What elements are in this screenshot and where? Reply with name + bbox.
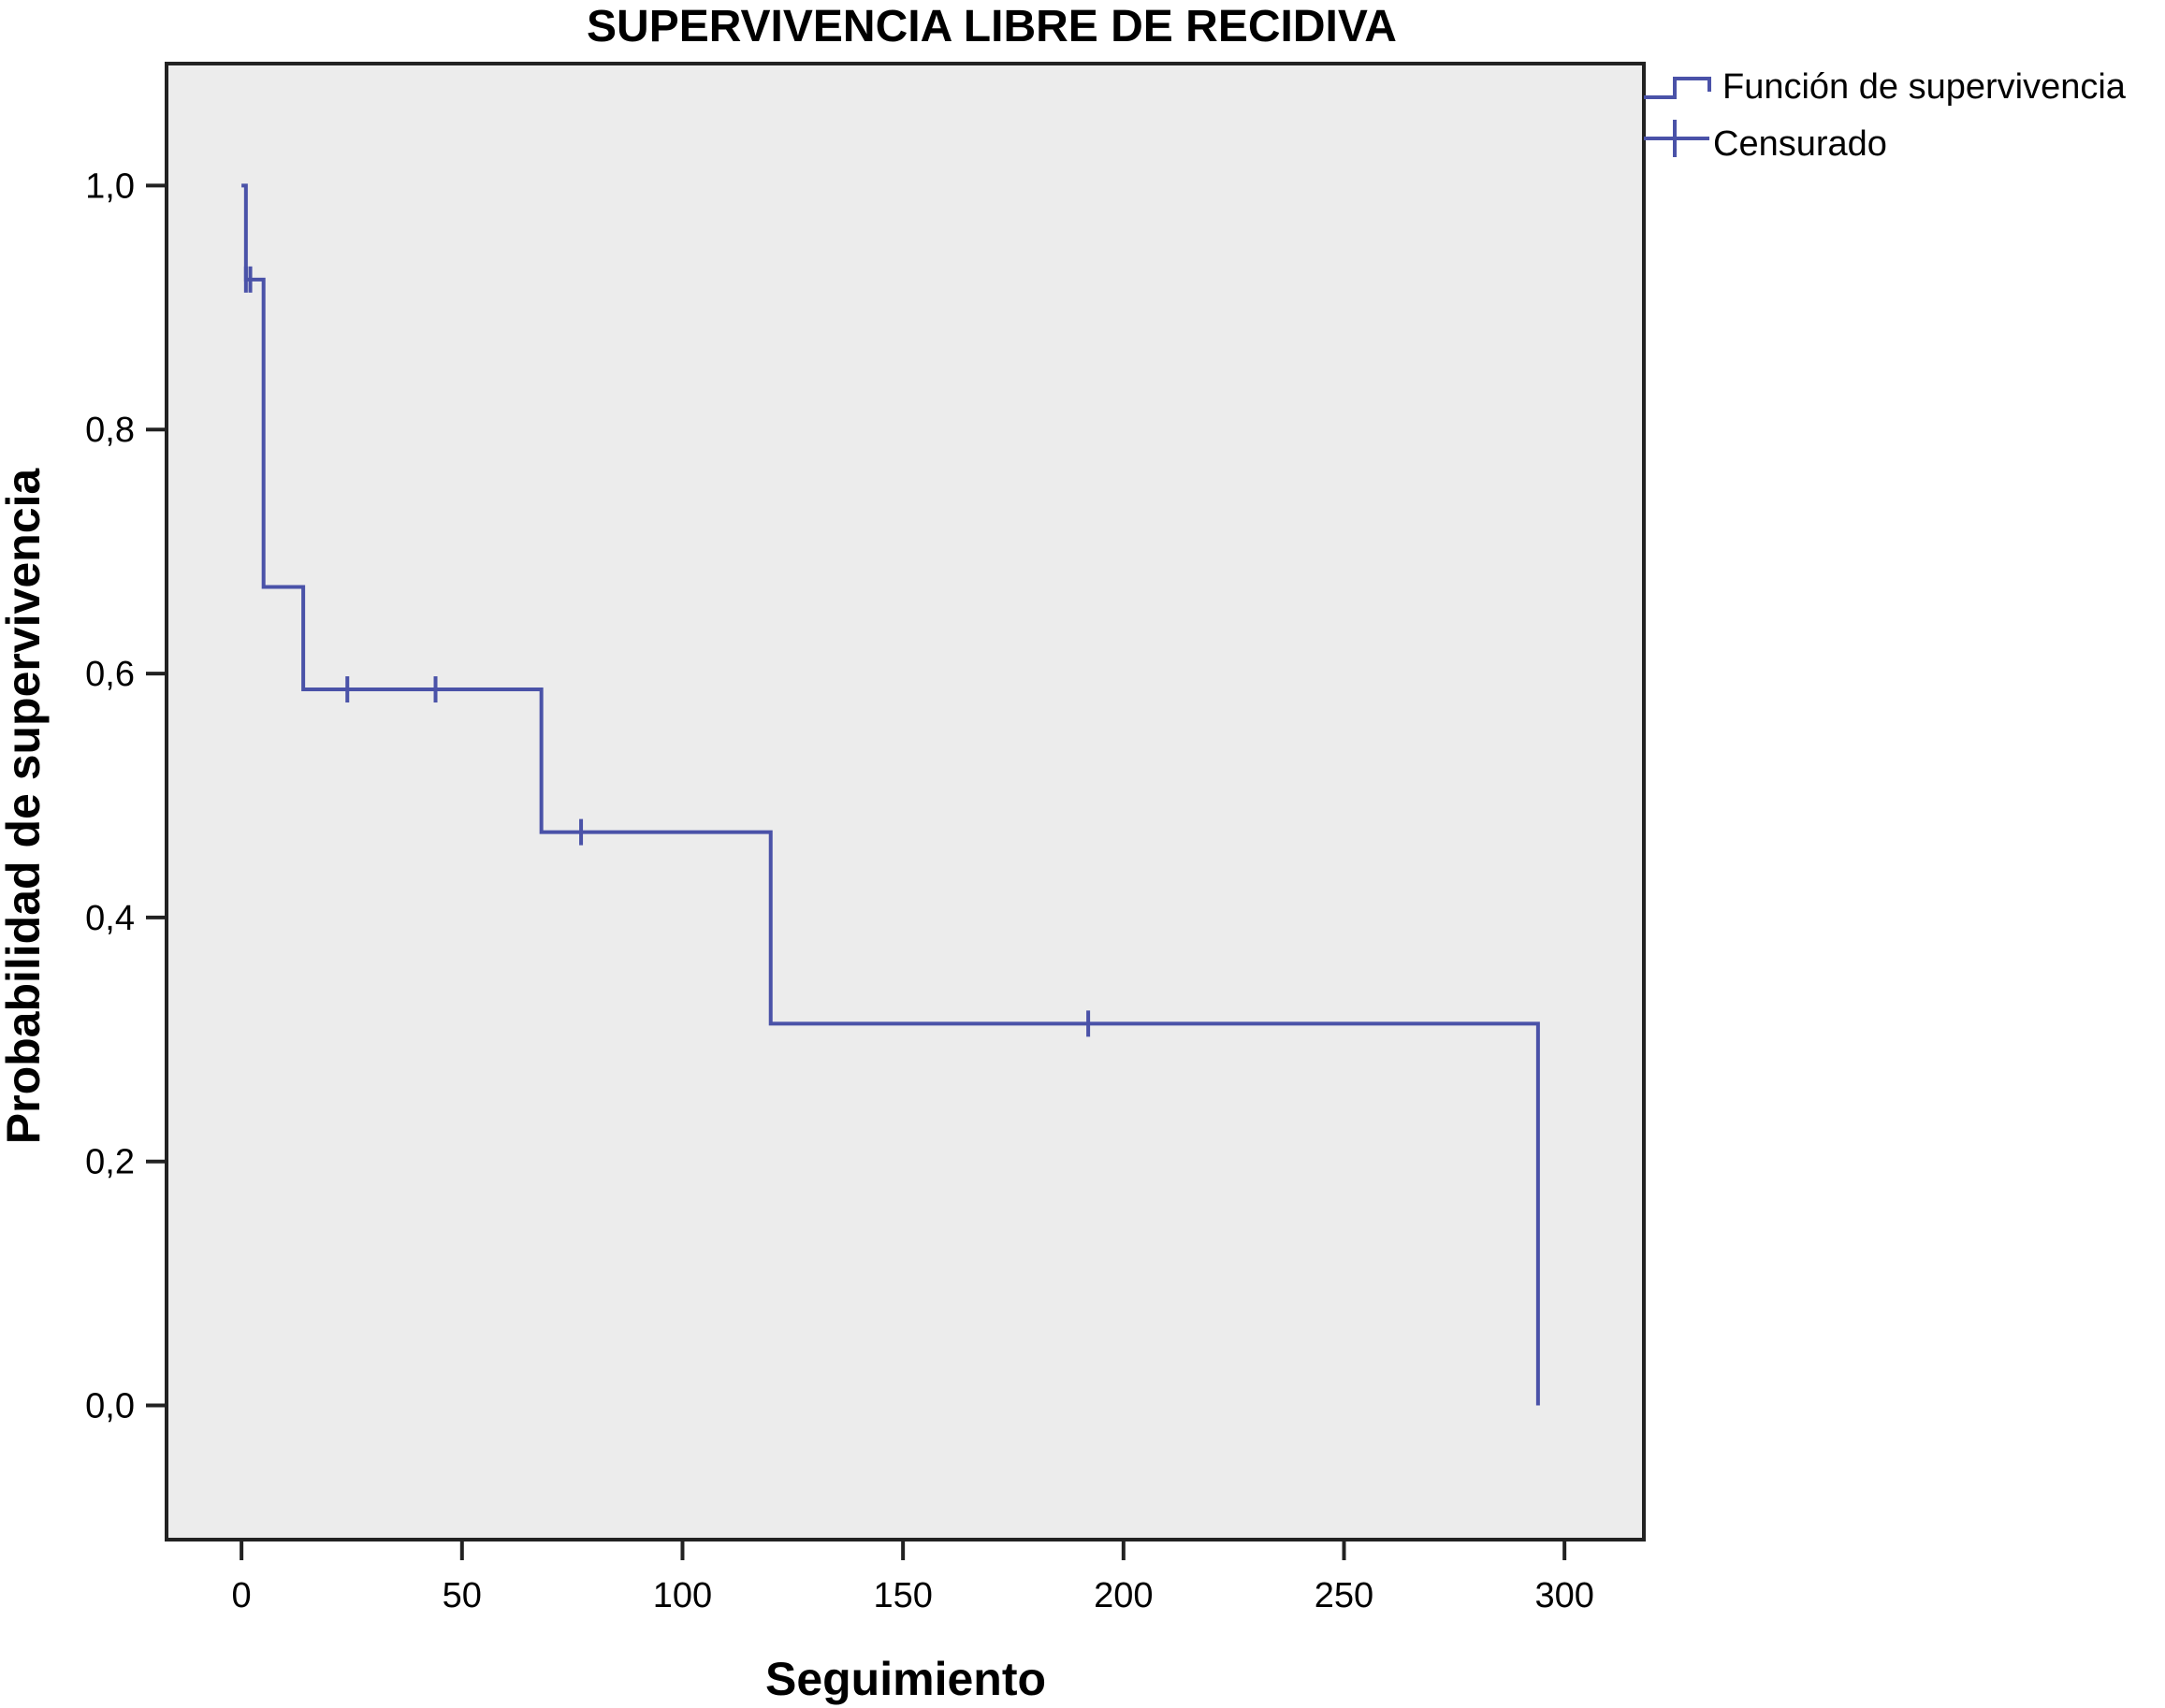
plot-area — [165, 62, 1646, 1542]
x-tick-label-150: 150 — [873, 1576, 932, 1615]
y-axis: 0,0 0,2 0,4 0,6 0,8 1,0 — [85, 166, 167, 1426]
x-tick-label-200: 200 — [1094, 1576, 1153, 1615]
y-tick-label-5: 1,0 — [85, 166, 135, 206]
legend-censor-icon — [1644, 120, 1709, 157]
censored-marks — [243, 266, 1091, 1037]
x-tick-label-100: 100 — [653, 1576, 712, 1615]
y-tick-label-1: 0,2 — [85, 1143, 135, 1182]
x-tick-label-300: 300 — [1534, 1576, 1593, 1615]
y-tick-label-2: 0,4 — [85, 899, 135, 938]
x-tick-label-0: 0 — [232, 1576, 252, 1615]
legend: Función de supervivencia Censurado — [1644, 67, 2127, 164]
legend-label-survival: Función de supervivencia — [1722, 67, 2127, 107]
legend-step-icon — [1644, 77, 1711, 99]
x-tick-label-250: 250 — [1315, 1576, 1373, 1615]
x-axis-label: Seguimiento — [765, 1653, 1046, 1705]
y-axis-label: Probabilidad de supervivencia — [0, 468, 50, 1145]
y-tick-label-3: 0,6 — [85, 655, 135, 694]
x-tick-label-50: 50 — [443, 1576, 482, 1615]
chart-title: SUPERVIVENCIA LIBRE DE RECIDIVA — [587, 2, 1397, 51]
y-tick-label-4: 0,8 — [85, 411, 135, 450]
y-tick-label-0: 0,0 — [85, 1387, 135, 1426]
legend-label-censored: Censurado — [1713, 124, 1887, 164]
x-axis: 0 50 100 150 200 250 300 — [232, 1540, 1594, 1615]
